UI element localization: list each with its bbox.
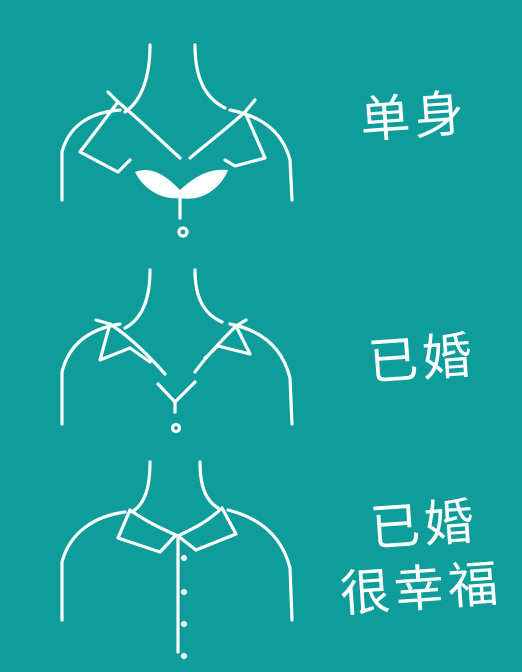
married-collar-drawing [60, 268, 294, 434]
comic-canvas: 单身 已婚 已婚 很幸福 [60, 43, 504, 659]
married-happy-collar-drawing [60, 460, 294, 659]
married-label: 已婚 [366, 326, 478, 392]
single-label: 单身 [358, 84, 470, 150]
single-collar-drawing [60, 43, 294, 238]
married-happy-label-line2: 很幸福 [338, 554, 504, 624]
married-happy-label-line1: 已婚 [368, 492, 480, 558]
